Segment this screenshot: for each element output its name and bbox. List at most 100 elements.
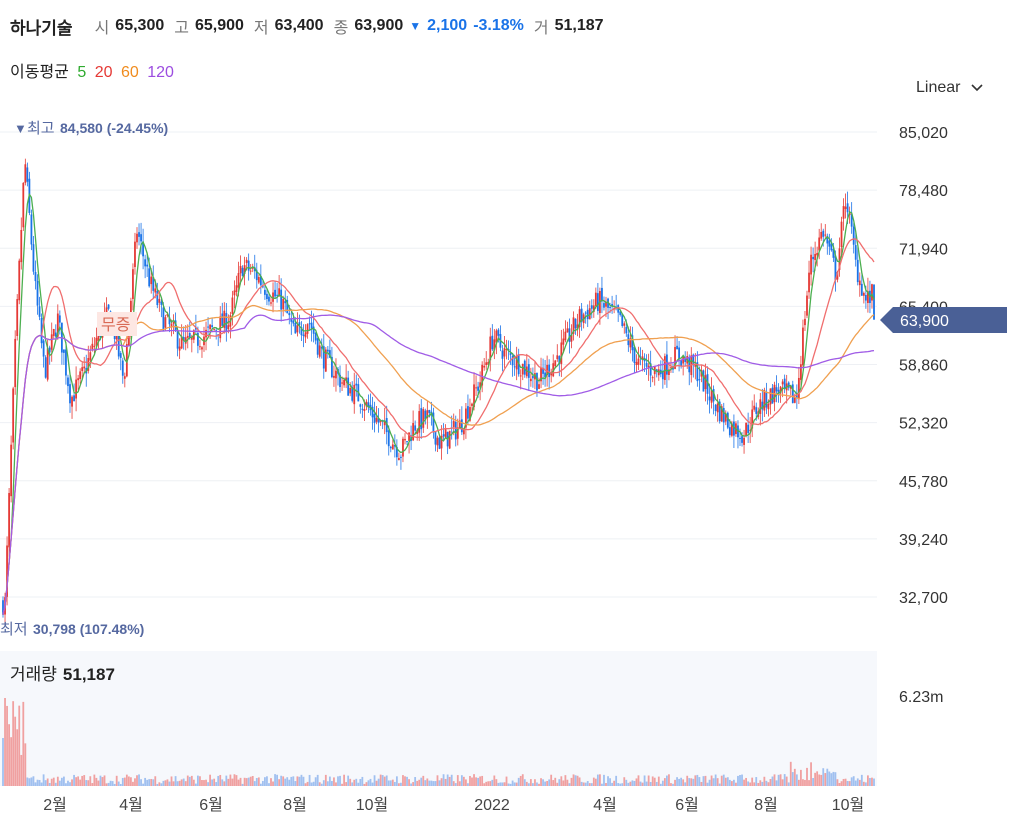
volume-bar <box>379 774 382 786</box>
volume-bar <box>479 776 482 786</box>
candle-body <box>513 366 516 368</box>
ma-120-label[interactable]: 120 <box>147 64 174 81</box>
volume-bar <box>629 781 632 786</box>
candle-body <box>243 265 246 274</box>
scale-select[interactable]: Linear <box>916 79 984 97</box>
volume-bar <box>692 778 695 786</box>
candle-body <box>808 272 810 293</box>
candle-body <box>91 343 94 350</box>
candle-body <box>335 370 337 379</box>
candle-body <box>625 326 628 334</box>
volume-bar <box>426 778 429 786</box>
volume-bar <box>205 779 207 786</box>
ma-60-label[interactable]: 60 <box>120 64 139 81</box>
candle-body <box>440 435 443 449</box>
candle-body <box>221 313 224 326</box>
x-tick-label: 6월 <box>199 796 223 814</box>
volume-bar <box>741 774 743 786</box>
volume-bar <box>410 783 412 786</box>
volume-value: 51,187 <box>554 17 604 34</box>
volume-bar <box>79 779 82 786</box>
volume-bar <box>749 782 752 786</box>
volume-bar <box>641 782 644 786</box>
candle-body <box>546 364 549 376</box>
candle-body <box>282 298 285 310</box>
volume-bar <box>132 781 134 786</box>
ma-20-label[interactable]: 20 <box>94 64 113 81</box>
volume-bar <box>501 782 504 786</box>
volume-bar <box>436 775 439 786</box>
volume-bar <box>532 783 534 786</box>
volume-bar <box>534 779 536 786</box>
candle-body <box>570 334 573 342</box>
candle-body <box>188 333 191 338</box>
volume-bar <box>552 780 555 786</box>
candle-body <box>71 396 73 407</box>
candle-body <box>860 283 863 296</box>
candle-body <box>237 273 240 288</box>
event-badge[interactable] <box>97 312 137 336</box>
candle-body <box>564 331 567 341</box>
volume-bar <box>838 782 841 786</box>
candle-body <box>456 427 459 439</box>
candle-body <box>63 349 65 353</box>
volume-bar <box>676 777 678 786</box>
volume-bar <box>253 781 256 786</box>
candle-body <box>162 307 165 331</box>
candle-body <box>538 384 540 389</box>
volume-bar <box>192 779 195 786</box>
y-tick-label: 45,780 <box>899 474 948 491</box>
volume-bar <box>698 777 701 786</box>
volume-bar <box>867 775 869 786</box>
volume-bar <box>36 779 39 786</box>
volume-bar <box>270 778 272 786</box>
volume-bar <box>207 782 209 786</box>
y-tick-label: 32,700 <box>899 590 948 607</box>
candle-body <box>623 323 626 326</box>
candle-body <box>442 434 445 437</box>
volume-bar <box>385 775 388 786</box>
volume-bar <box>560 776 563 786</box>
volume-bar <box>661 780 664 786</box>
candle-body <box>367 402 370 408</box>
candle-body <box>225 313 228 332</box>
candle-body <box>487 361 490 365</box>
volume-bar <box>115 775 118 786</box>
candle-body <box>12 388 15 443</box>
candle-body <box>270 302 272 304</box>
candle-body <box>832 248 835 258</box>
volume-bar <box>12 701 15 786</box>
volume-bar <box>170 776 173 786</box>
volume-bar <box>483 783 486 786</box>
ma-20-line <box>2 238 875 615</box>
volume-bar <box>34 782 37 786</box>
volume-bar <box>302 776 305 786</box>
candle-body <box>255 270 258 281</box>
volume-bar <box>166 779 169 786</box>
volume-bar <box>633 780 636 786</box>
candle-body <box>8 493 10 548</box>
volume-bar <box>613 780 616 786</box>
volume-bar <box>599 774 601 786</box>
volume-bar <box>349 778 352 786</box>
ma-5-label[interactable]: 5 <box>77 64 87 81</box>
volume-bar <box>708 779 711 786</box>
candle-body <box>438 437 441 449</box>
volume-bar <box>755 777 758 786</box>
volume-bar <box>101 777 104 786</box>
volume-bar <box>178 780 181 786</box>
volume-bar <box>789 761 792 786</box>
volume-bar <box>97 780 100 786</box>
volume-bar <box>820 774 823 786</box>
volume-bar <box>261 780 264 786</box>
volume-bar <box>590 783 593 786</box>
volume-bar <box>465 779 467 786</box>
candle-body <box>720 406 723 422</box>
volume-bar <box>631 780 634 786</box>
candle-body <box>215 330 218 332</box>
volume-bar <box>783 774 786 786</box>
candle-body <box>201 347 203 350</box>
volume-bar <box>318 782 321 786</box>
candle-body <box>635 361 638 366</box>
